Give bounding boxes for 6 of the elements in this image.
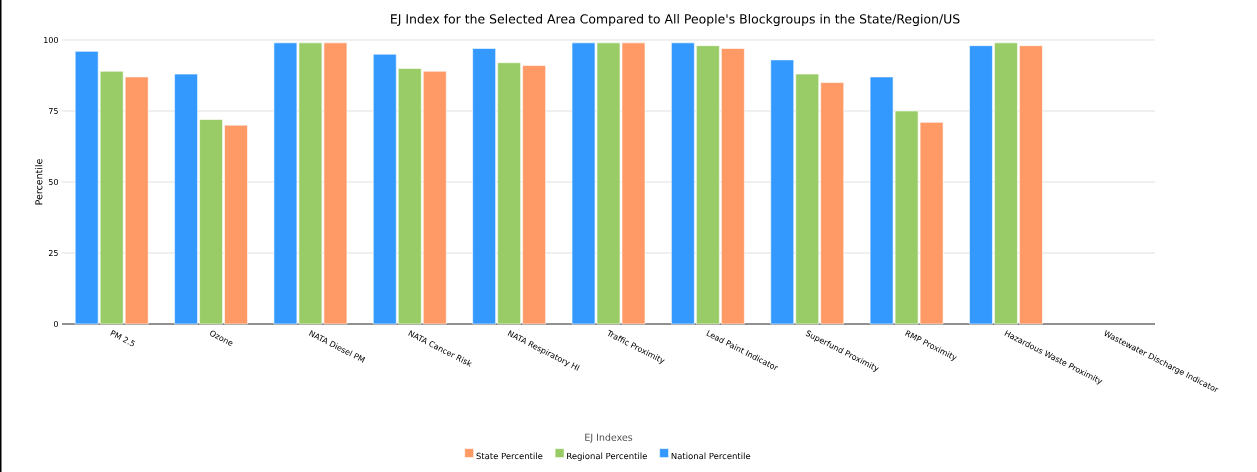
legend-label: Regional Percentile	[567, 452, 647, 461]
chart-title: EJ Index for the Selected Area Compared to All People's Blockgroups in the State/Region/US	[391, 13, 960, 27]
legend-label: State Percentile	[476, 452, 543, 460]
legend-title: EJ Indexes	[585, 433, 633, 443]
y-axis-title: Percentile	[35, 159, 43, 205]
legend-label: National Percentile	[671, 452, 751, 460]
